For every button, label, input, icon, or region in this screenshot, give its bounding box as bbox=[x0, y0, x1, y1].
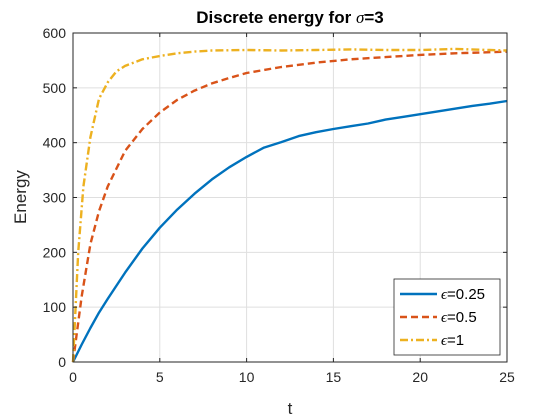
y-axis-label: Energy bbox=[11, 170, 30, 224]
legend-label-1: ϵ=0.25 bbox=[441, 286, 485, 303]
y-tick-label: 600 bbox=[43, 25, 67, 41]
x-tick-label: 20 bbox=[412, 369, 428, 385]
y-tick-label: 200 bbox=[43, 244, 67, 260]
x-tick-label: 0 bbox=[69, 369, 77, 385]
x-tick-label: 10 bbox=[239, 369, 255, 385]
chart-title-suffix: =3 bbox=[364, 8, 383, 27]
legend-label-2: ϵ=0.5 bbox=[441, 309, 477, 326]
legend-value: =1 bbox=[447, 332, 464, 349]
chart-title-symbol: σ bbox=[356, 8, 365, 27]
y-tick-label: 500 bbox=[43, 80, 67, 96]
legend: ϵ=0.25ϵ=0.5ϵ=1 bbox=[393, 278, 501, 356]
series-line-1 bbox=[71, 99, 508, 363]
legend-symbol: ϵ bbox=[441, 310, 448, 326]
x-axis-label: t bbox=[288, 399, 293, 418]
y-tick-label: 400 bbox=[43, 135, 67, 151]
x-tick-label: 15 bbox=[326, 369, 342, 385]
legend-value: =0.25 bbox=[447, 286, 485, 303]
y-tick-label: 300 bbox=[43, 190, 67, 206]
series-lines bbox=[71, 47, 508, 363]
series-line-2 bbox=[71, 50, 508, 363]
legend-symbol: ϵ bbox=[441, 333, 448, 349]
chart-title: Discrete energy for σ=3 bbox=[196, 8, 383, 27]
legend-value: =0.5 bbox=[447, 309, 477, 326]
x-tick-label: 5 bbox=[156, 369, 164, 385]
chart-title-prefix: Discrete energy for bbox=[196, 8, 356, 27]
x-tick-label: 25 bbox=[499, 369, 515, 385]
y-tick-label: 100 bbox=[43, 299, 67, 315]
y-tick-label: 0 bbox=[58, 354, 66, 370]
legend-items: ϵ=0.25ϵ=0.5ϵ=1 bbox=[400, 286, 485, 349]
series-line-3 bbox=[71, 47, 508, 363]
grid-lines bbox=[72, 32, 508, 363]
legend-label-3: ϵ=1 bbox=[441, 332, 464, 349]
legend-symbol: ϵ bbox=[441, 287, 448, 303]
axis-ticks: 0 5 10 15 20 25 0 100 200 300 400 500 600 bbox=[43, 25, 515, 385]
